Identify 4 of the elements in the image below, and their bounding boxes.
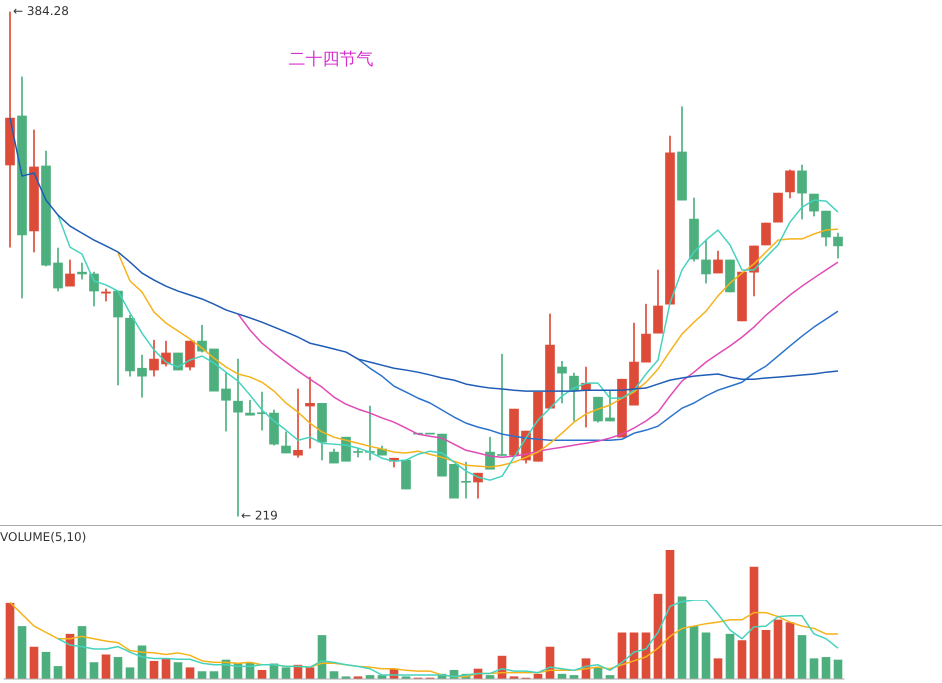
text: 二十四节气 — [288, 49, 374, 70]
annotation: ← 219 — [241, 508, 278, 522]
chart-title: VOLUME(5,10) — [0, 530, 86, 544]
annotation: ← 384.28 — [13, 4, 69, 18]
